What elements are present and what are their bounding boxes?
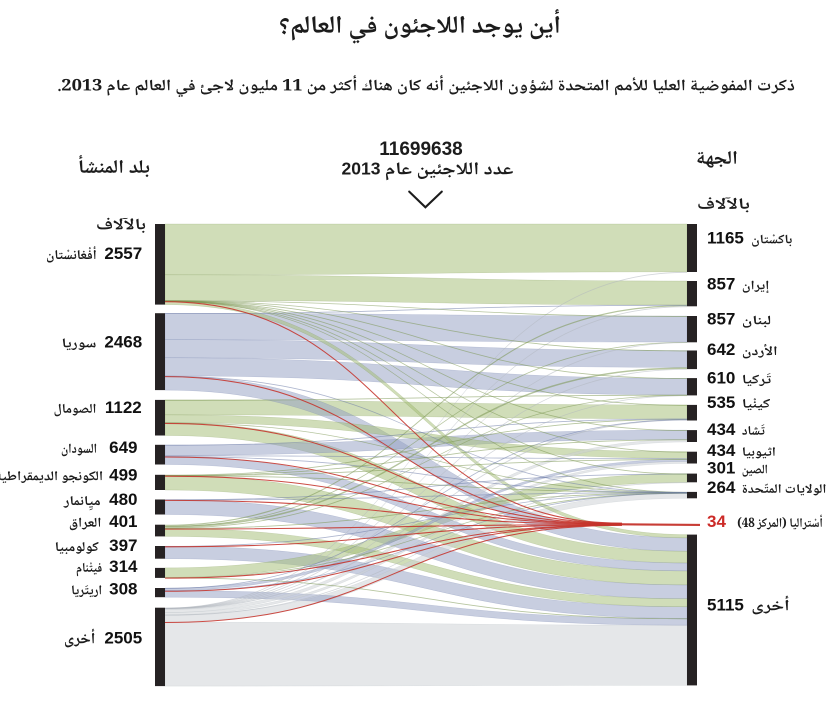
- svg-text:11699638: 11699638: [379, 139, 463, 160]
- svg-text:314: 314: [109, 557, 138, 576]
- svg-text:401: 401: [109, 512, 137, 531]
- svg-text:264: 264: [707, 478, 736, 497]
- svg-text:857: 857: [707, 310, 735, 329]
- svg-text:308: 308: [109, 580, 137, 599]
- svg-text:480: 480: [109, 490, 137, 509]
- svg-text:2557: 2557: [104, 244, 142, 263]
- svg-text:499: 499: [109, 465, 137, 484]
- svg-text:434: 434: [707, 420, 736, 439]
- svg-text:2468: 2468: [104, 333, 142, 352]
- svg-text:649: 649: [109, 438, 137, 457]
- svg-text:610: 610: [707, 369, 735, 388]
- svg-text:397: 397: [109, 536, 137, 555]
- svg-text:857: 857: [707, 275, 735, 294]
- svg-text:642: 642: [707, 340, 735, 359]
- svg-text:34: 34: [707, 512, 726, 531]
- svg-text:535: 535: [707, 393, 735, 412]
- svg-text:2505: 2505: [104, 629, 142, 648]
- svg-text:2013: 2013: [342, 159, 381, 179]
- svg-text:1165: 1165: [707, 229, 744, 248]
- svg-text:434: 434: [707, 441, 736, 460]
- svg-text:5115: 5115: [707, 596, 744, 615]
- svg-text:1122: 1122: [105, 398, 142, 417]
- svg-text:301: 301: [707, 459, 735, 478]
